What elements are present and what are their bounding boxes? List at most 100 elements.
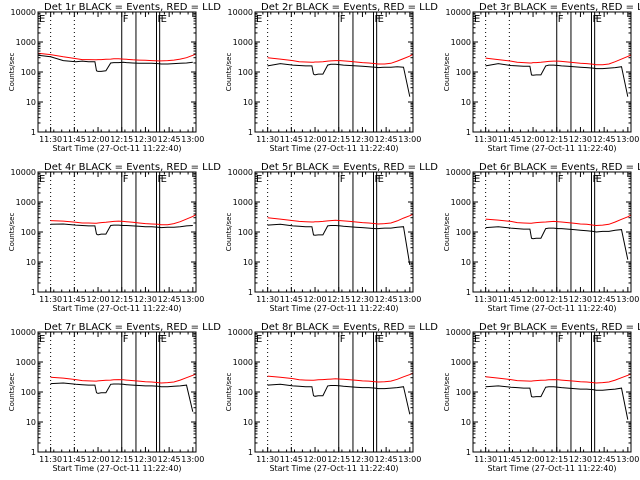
x-tick-label: 12:30 [134,295,157,304]
flag-label: E [596,174,602,185]
x-tick-label: 11:30 [256,455,279,464]
y-tick-label: 10000 [228,8,253,17]
x-tick-label: 11:45 [63,135,86,144]
y-tick-label: 10 [243,418,253,427]
flag-label: E [596,14,602,25]
events-series-line [50,223,193,236]
start-flag-label: E [474,174,480,185]
y-tick-label: 1 [31,448,36,457]
y-tick-label: 1 [31,128,36,137]
y-tick-label: 10000 [11,168,36,177]
x-tick-label: 12:15 [545,455,568,464]
y-axis-label: Counts/sec [8,213,16,252]
flag-label: E [596,334,602,345]
lld-series-line [37,52,197,62]
y-tick-label: 10 [461,418,471,427]
y-tick-label: 1000 [16,198,36,207]
plot-frame [37,331,197,453]
y-tick-label: 100 [21,388,36,397]
events-series-line [50,382,194,412]
flag-label: E [161,334,167,345]
x-tick-label: 12:45 [158,295,181,304]
y-tick-label: 1000 [16,38,36,47]
y-tick-label: 10 [26,98,36,107]
x-tick-label: 12:15 [545,135,568,144]
x-tick-label: 11:30 [474,455,497,464]
start-flag-label: E [39,334,45,345]
y-tick-label: 1 [31,288,36,297]
plot-frame [472,331,632,453]
x-tick-label: 13:00 [616,455,639,464]
flag-label: E [161,174,167,185]
lld-series-line [485,373,632,384]
start-flag-label: E [474,14,480,25]
y-tick-label: 100 [238,68,253,77]
flag-label: E [378,334,384,345]
x-tick-label: 12:00 [522,455,545,464]
events-series-line [485,385,629,420]
x-tick-label: 13:00 [398,295,421,304]
x-tick-label: 11:45 [498,455,521,464]
panel-title: Det 4r BLACK = Events, RED = LLD [44,162,221,173]
x-tick-label: 13:00 [616,135,639,144]
start-flag-label: E [256,174,262,185]
y-tick-label: 10 [26,418,36,427]
x-axis-label: Start Time (27-Oct-11 11:22:40) [52,304,181,313]
x-tick-label: 11:30 [39,135,62,144]
plot-frame [254,11,414,133]
x-axis-label: Start Time (27-Oct-11 11:22:40) [487,304,616,313]
events-series-line [485,63,629,97]
flag-label: F [123,174,129,185]
x-tick-label: 11:45 [63,295,86,304]
events-series-line [267,383,411,415]
start-flag-label: E [474,334,480,345]
x-tick-label: 12:30 [351,455,374,464]
flag-label: F [158,174,164,185]
y-tick-label: 100 [238,228,253,237]
x-axis-label: Start Time (27-Oct-11 11:22:40) [487,464,616,473]
y-tick-label: 10000 [228,168,253,177]
x-tick-label: 11:30 [256,135,279,144]
x-tick-label: 12:45 [593,455,616,464]
y-tick-label: 100 [456,388,471,397]
y-tick-label: 100 [21,68,36,77]
plot-frame [254,331,414,453]
start-flag-label: E [256,334,262,345]
lld-series-line [485,54,632,66]
flag-label: F [593,14,599,25]
x-tick-label: 13:00 [398,455,421,464]
flag-label: F [340,174,346,185]
x-tick-label: 13:00 [181,135,204,144]
y-tick-label: 10 [26,258,36,267]
y-tick-label: 1000 [451,198,471,207]
plot-frame [472,171,632,293]
y-tick-label: 10000 [446,328,471,337]
flag-label: F [558,174,564,185]
x-tick-label: 11:30 [256,295,279,304]
x-tick-label: 12:00 [87,455,110,464]
y-tick-label: 10 [461,98,471,107]
lld-series-line [267,372,414,383]
x-tick-label: 12:15 [327,135,350,144]
y-tick-label: 10 [243,258,253,267]
flag-label: F [158,14,164,25]
x-tick-label: 12:00 [304,295,327,304]
x-tick-label: 12:30 [134,135,157,144]
plot-frame [37,171,197,293]
x-tick-label: 12:45 [593,135,616,144]
x-tick-label: 12:15 [110,135,133,144]
start-flag-label: E [256,14,262,25]
y-tick-label: 1000 [233,38,253,47]
x-tick-label: 12:30 [569,295,592,304]
y-tick-label: 10000 [446,168,471,177]
x-tick-label: 12:15 [110,295,133,304]
x-tick-label: 11:45 [280,295,303,304]
flag-label: F [375,174,381,185]
x-tick-label: 12:00 [304,135,327,144]
flag-label: E [161,14,167,25]
y-axis-label: Counts/sec [443,213,451,252]
